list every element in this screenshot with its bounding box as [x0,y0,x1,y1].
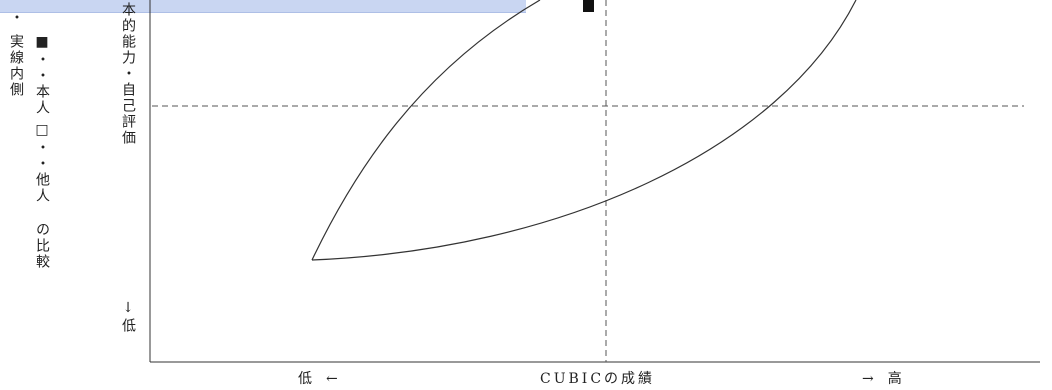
header-bar [0,0,526,13]
legend-inside-solid-line: 実線内側 [8,34,24,98]
x-axis-high-label: → 高 [862,371,902,387]
legend-self-marker: ■・・本人 [34,34,50,116]
x-axis-low-label: 低 ← [298,371,338,387]
self-score-marker [583,0,594,12]
upper-curve [311,0,541,261]
lower-curve [311,0,857,261]
legend-mark-top: ・ [8,10,24,26]
legend-comparison: の比較 [34,222,50,270]
y-axis-low-label: ↓低 [120,300,136,334]
y-axis-label: 本的能力・自己評価 [120,2,136,146]
x-axis-title: CUBICの成績 [540,371,656,387]
legend-other-marker: □・・他人 [34,122,50,204]
